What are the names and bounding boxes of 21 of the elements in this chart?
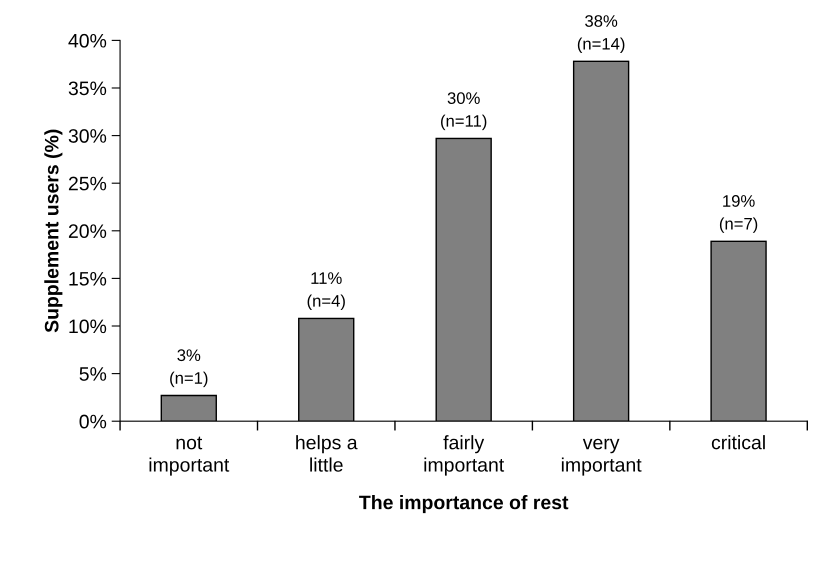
- y-tick-label: 40%: [68, 34, 106, 48]
- x-tick-label: helps a little: [296, 435, 358, 472]
- y-tick-label: 20%: [68, 224, 106, 238]
- y-tick-label: 35%: [68, 81, 106, 96]
- data-label: 19% (n=7): [720, 195, 758, 233]
- data-label: 3% (n=1): [170, 349, 208, 388]
- y-tick-label: 25%: [68, 176, 106, 190]
- data-label: 30% (n=11): [441, 92, 486, 130]
- y-axis-title: Supplement users (%): [44, 130, 62, 332]
- data-label: 11% (n=4): [308, 272, 345, 310]
- y-tick-label: 30%: [68, 129, 106, 143]
- y-tick-label: 0%: [80, 414, 106, 428]
- y-tick-label: 10%: [69, 319, 106, 334]
- x-tick-label: fairly important: [424, 435, 504, 476]
- x-axis-title: The importance of rest: [359, 495, 568, 514]
- y-tick-label: 5%: [80, 367, 106, 381]
- x-tick-label: critical: [712, 435, 765, 450]
- x-tick-label: not important: [150, 436, 230, 476]
- data-label: 38% (n=14): [578, 15, 624, 53]
- x-tick-label: very important: [562, 438, 642, 476]
- y-tick-label: 15%: [69, 272, 106, 286]
